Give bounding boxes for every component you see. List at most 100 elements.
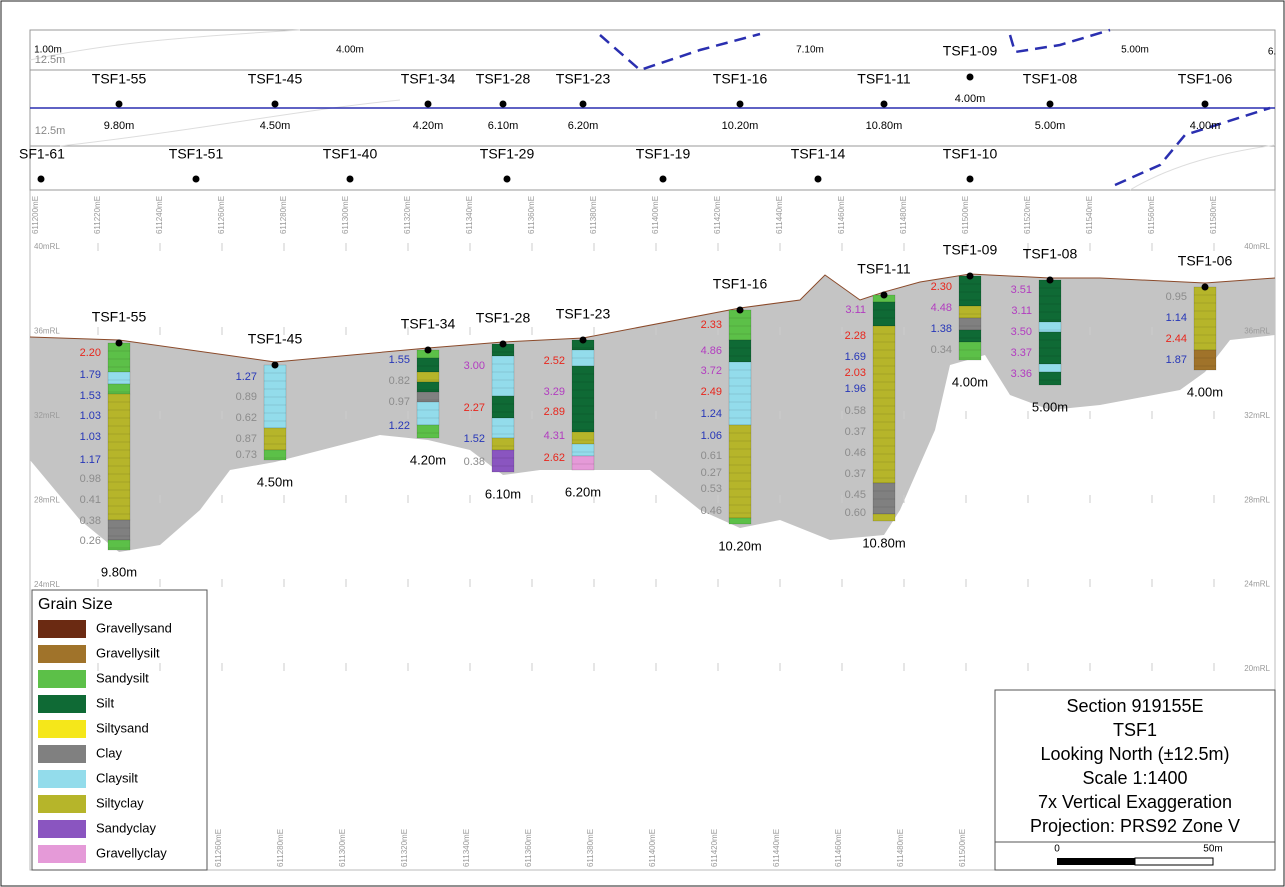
- borehole-value: 1.14: [1166, 312, 1187, 324]
- plan-distance: 1.00m: [34, 45, 62, 56]
- legend-swatch: [38, 795, 86, 813]
- plan-hole-depth: 4.20m: [413, 120, 444, 132]
- borehole-value: 0.89: [236, 391, 257, 403]
- borehole-value: 0.41: [80, 494, 101, 506]
- plan-contour: [29, 29, 401, 147]
- scale-bar-white: [1134, 857, 1214, 866]
- borehole-value: 1.52: [464, 433, 485, 445]
- easting-label: 611240mE: [155, 196, 164, 234]
- borehole-layer: [1038, 371, 1062, 386]
- plan-hole-name: TSF1-29: [480, 146, 535, 162]
- legend-label: Siltysand: [96, 720, 149, 735]
- borehole-value: 0.38: [80, 515, 101, 527]
- borehole-layer: [416, 371, 440, 383]
- borehole-value: 3.37: [1011, 347, 1032, 359]
- borehole-name: TSF1-11: [857, 261, 911, 277]
- easting-label: 611260mE: [214, 829, 223, 867]
- ground-surface: [29, 273, 1276, 363]
- borehole-value: 1.38: [931, 323, 952, 335]
- borehole-name: TSF1-34: [401, 316, 456, 332]
- plan-hole-name: TSF1-10: [943, 146, 998, 162]
- scale-bar-start: 0: [1054, 844, 1060, 855]
- borehole-depth: 10.20m: [718, 538, 761, 553]
- borehole-value: 1.55: [389, 354, 410, 366]
- rl-label: 24mRL: [34, 580, 60, 589]
- plan-hole-name: TSF1-06: [1178, 71, 1233, 87]
- borehole-layer: [728, 339, 752, 363]
- scale-bar-end: 50m: [1203, 844, 1222, 855]
- easting-label: 611360mE: [527, 196, 536, 234]
- plan-hole-dot: [814, 175, 822, 183]
- legend-swatch: [38, 820, 86, 838]
- easting-label: 611280mE: [276, 829, 285, 867]
- rl-label: 32mRL: [34, 411, 60, 420]
- borehole-name: TSF1-45: [248, 331, 303, 347]
- easting-label: 611560mE: [1147, 196, 1156, 234]
- legend-swatch: [38, 845, 86, 863]
- borehole-value: 0.73: [236, 449, 257, 461]
- easting-label: 611280mE: [279, 196, 288, 234]
- plan-hole-name: TSF1-34: [401, 71, 456, 87]
- plan-hole-name: TSF1-09: [943, 43, 998, 59]
- plan-hole-dot: [271, 100, 279, 108]
- borehole-layer: [416, 401, 440, 426]
- easting-label: 611400mE: [648, 829, 657, 867]
- rl-label: 20mRL: [1244, 664, 1270, 673]
- borehole-value: 2.03: [845, 367, 866, 379]
- borehole-value: 1.03: [80, 431, 101, 443]
- borehole-collar: [736, 306, 744, 314]
- legend-swatch: [38, 770, 86, 788]
- borehole-value: 1.79: [80, 369, 101, 381]
- plan-hole-depth: 10.20m: [722, 120, 759, 132]
- plan-hole-dot: [115, 100, 123, 108]
- borehole-layer: [107, 539, 131, 551]
- plan-hole-dot: [659, 175, 667, 183]
- plan-offset: 12.5m: [35, 54, 66, 66]
- title-block-line: Looking North (±12.5m): [1041, 744, 1230, 764]
- rl-label: 32mRL: [1244, 411, 1270, 420]
- easting-label: 611440mE: [775, 196, 784, 234]
- easting-label: 611540mE: [1085, 196, 1094, 234]
- easting-label: 611500mE: [961, 196, 970, 234]
- title-block-line: Projection: PRS92 Zone V: [1030, 816, 1240, 836]
- borehole-layer: [1193, 349, 1217, 371]
- borehole-depth: 4.00m: [952, 374, 988, 389]
- plan-hole-dot: [37, 175, 45, 183]
- borehole-value: 0.58: [845, 405, 866, 417]
- borehole-value: 0.82: [389, 375, 410, 387]
- borehole-value: 0.45: [845, 489, 866, 501]
- plan-hole-name: TSF1-08: [1023, 71, 1078, 87]
- borehole-value: 0.34: [931, 344, 952, 356]
- borehole-value: 2.30: [931, 281, 952, 293]
- borehole-value: 2.20: [80, 347, 101, 359]
- plan-hole-dot: [966, 73, 974, 81]
- plan-hole-name: TSF1-16: [713, 71, 768, 87]
- plan-hole-dot: [424, 100, 432, 108]
- title-block-line: Section 919155E: [1066, 696, 1203, 716]
- borehole-value: 3.11: [845, 304, 866, 316]
- borehole-depth: 6.10m: [485, 486, 521, 501]
- title-block-line: 7x Vertical Exaggeration: [1038, 792, 1232, 812]
- plan-hole-name: TSF1-11: [857, 71, 911, 87]
- borehole-layer: [571, 455, 595, 471]
- boundary-dashed: [599, 28, 1271, 187]
- easting-label: 611320mE: [400, 829, 409, 867]
- borehole-layer: [958, 341, 982, 361]
- borehole-layer: [958, 275, 982, 307]
- plan-hole-dot: [1201, 100, 1209, 108]
- borehole-layer: [107, 342, 131, 373]
- borehole-collar: [880, 291, 888, 299]
- legend-label: Gravellysilt: [96, 645, 160, 660]
- borehole-layer: [491, 395, 515, 419]
- easting-label: 611520mE: [1023, 196, 1032, 234]
- borehole-layer: [107, 519, 131, 541]
- borehole-depth: 6.20m: [565, 484, 601, 499]
- easting-label: 611460mE: [834, 829, 843, 867]
- borehole-value: 2.62: [544, 452, 565, 464]
- easting-label: 611380mE: [586, 829, 595, 867]
- borehole-collar: [271, 361, 279, 369]
- legend-swatch: [38, 645, 86, 663]
- borehole-value: 1.17: [80, 454, 101, 466]
- plan-distance: 5.00m: [1121, 45, 1149, 56]
- borehole-layer: [958, 305, 982, 319]
